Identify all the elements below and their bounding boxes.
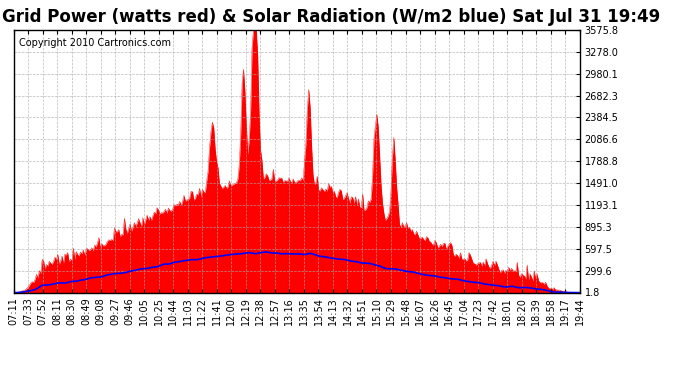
Text: Copyright 2010 Cartronics.com: Copyright 2010 Cartronics.com: [19, 38, 171, 48]
Text: Grid Power (watts red) & Solar Radiation (W/m2 blue) Sat Jul 31 19:49: Grid Power (watts red) & Solar Radiation…: [2, 8, 660, 26]
